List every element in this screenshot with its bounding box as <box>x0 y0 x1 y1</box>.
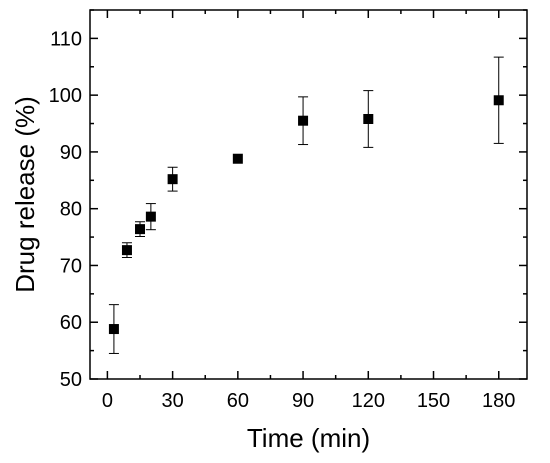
data-point <box>298 115 309 126</box>
y-tick-label: 60 <box>60 312 82 334</box>
x-tick-label: 120 <box>352 390 385 412</box>
y-tick-label: 110 <box>50 28 82 50</box>
y-axis-title: Drug release (%) <box>10 96 40 293</box>
y-tick-label: 100 <box>49 85 82 107</box>
y-axis: 50 60 70 80 90 100 110 <box>49 9 527 391</box>
x-axis: 0 30 60 90 120 150 180 <box>102 10 515 412</box>
y-tick-label: 80 <box>60 199 82 221</box>
x-axis-title: Time (min) <box>247 423 370 453</box>
data-point <box>108 324 119 335</box>
y-tick-label: 50 <box>60 369 82 391</box>
data-point <box>145 211 156 222</box>
x-tick-label: 180 <box>482 390 515 412</box>
data-point <box>135 224 146 235</box>
data-point <box>121 245 132 256</box>
data-point <box>232 153 243 164</box>
x-tick-label: 0 <box>102 390 113 412</box>
y-tick-label: 70 <box>60 255 82 277</box>
data-point <box>493 95 504 106</box>
x-tick-label: 90 <box>292 390 314 412</box>
error-bars <box>108 56 504 354</box>
data-points <box>108 95 504 335</box>
x-tick-label: 60 <box>227 390 249 412</box>
plot-frame <box>89 9 528 380</box>
y-tick-label: 90 <box>60 142 82 164</box>
data-point <box>167 174 178 185</box>
data-point <box>363 113 374 124</box>
x-tick-label: 150 <box>417 390 450 412</box>
x-tick-label: 30 <box>161 390 183 412</box>
